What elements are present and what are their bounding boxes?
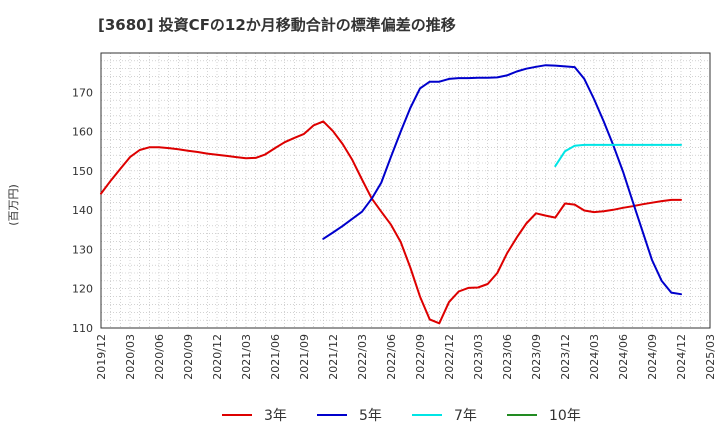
legend-label: 3年	[264, 408, 287, 424]
x-tick-label: 2025/03	[704, 334, 717, 380]
y-tick-label: 170	[72, 86, 93, 99]
x-tick-label: 2021/12	[327, 334, 340, 380]
x-tick-label: 2024/12	[675, 334, 688, 380]
series-layer	[100, 64, 682, 325]
x-tick-label: 2021/09	[298, 334, 311, 380]
x-tick-label: 2019/12	[95, 334, 108, 380]
legend-label: 5年	[359, 408, 382, 424]
x-tick-label: 2023/12	[559, 334, 572, 380]
plot-frame	[100, 52, 711, 329]
y-tick-label: 140	[72, 204, 93, 217]
x-tick-label: 2021/03	[240, 334, 253, 380]
legend: 3年 5年 7年 10年	[222, 408, 581, 424]
y-tick-label: 120	[72, 283, 93, 296]
series-line	[322, 64, 682, 296]
y-tick-label: 160	[72, 126, 93, 139]
x-tick-label: 2023/09	[530, 334, 543, 380]
legend-label: 7年	[454, 408, 477, 424]
y-tick-label: 130	[72, 243, 93, 256]
x-tick-label: 2024/06	[617, 334, 630, 380]
axis-layer: 110 120 130 140 150 160 170 2019/12 2020/03 2020/…	[72, 52, 717, 380]
y-tick-label: 110	[72, 322, 93, 335]
x-tick-label: 2023/06	[501, 334, 514, 380]
chart-title: [3680] 投資CFの12か月移動合計の標準偏差の推移	[98, 16, 456, 34]
x-tick-label: 2022/03	[356, 334, 369, 380]
y-axis-label: (百万円)	[7, 184, 20, 226]
x-tick-label: 2020/09	[182, 334, 195, 380]
x-tick-label: 2020/03	[124, 334, 137, 380]
x-tick-label: 2022/12	[443, 334, 456, 380]
legend-label: 10年	[549, 408, 581, 424]
x-tick-label: 2024/09	[646, 334, 659, 380]
x-tick-label: 2021/06	[269, 334, 282, 380]
x-tick-label: 2020/12	[211, 334, 224, 380]
x-tick-label: 2023/03	[472, 334, 485, 380]
grid-layer	[100, 52, 711, 329]
x-tick-label: 2022/06	[385, 334, 398, 380]
x-tick-label: 2024/03	[588, 334, 601, 380]
plot-background	[101, 53, 710, 328]
series-line	[100, 120, 682, 325]
x-tick-label: 2020/06	[153, 334, 166, 380]
series-line	[554, 143, 682, 168]
y-tick-label: 150	[72, 165, 93, 178]
x-tick-label: 2022/09	[414, 334, 427, 380]
